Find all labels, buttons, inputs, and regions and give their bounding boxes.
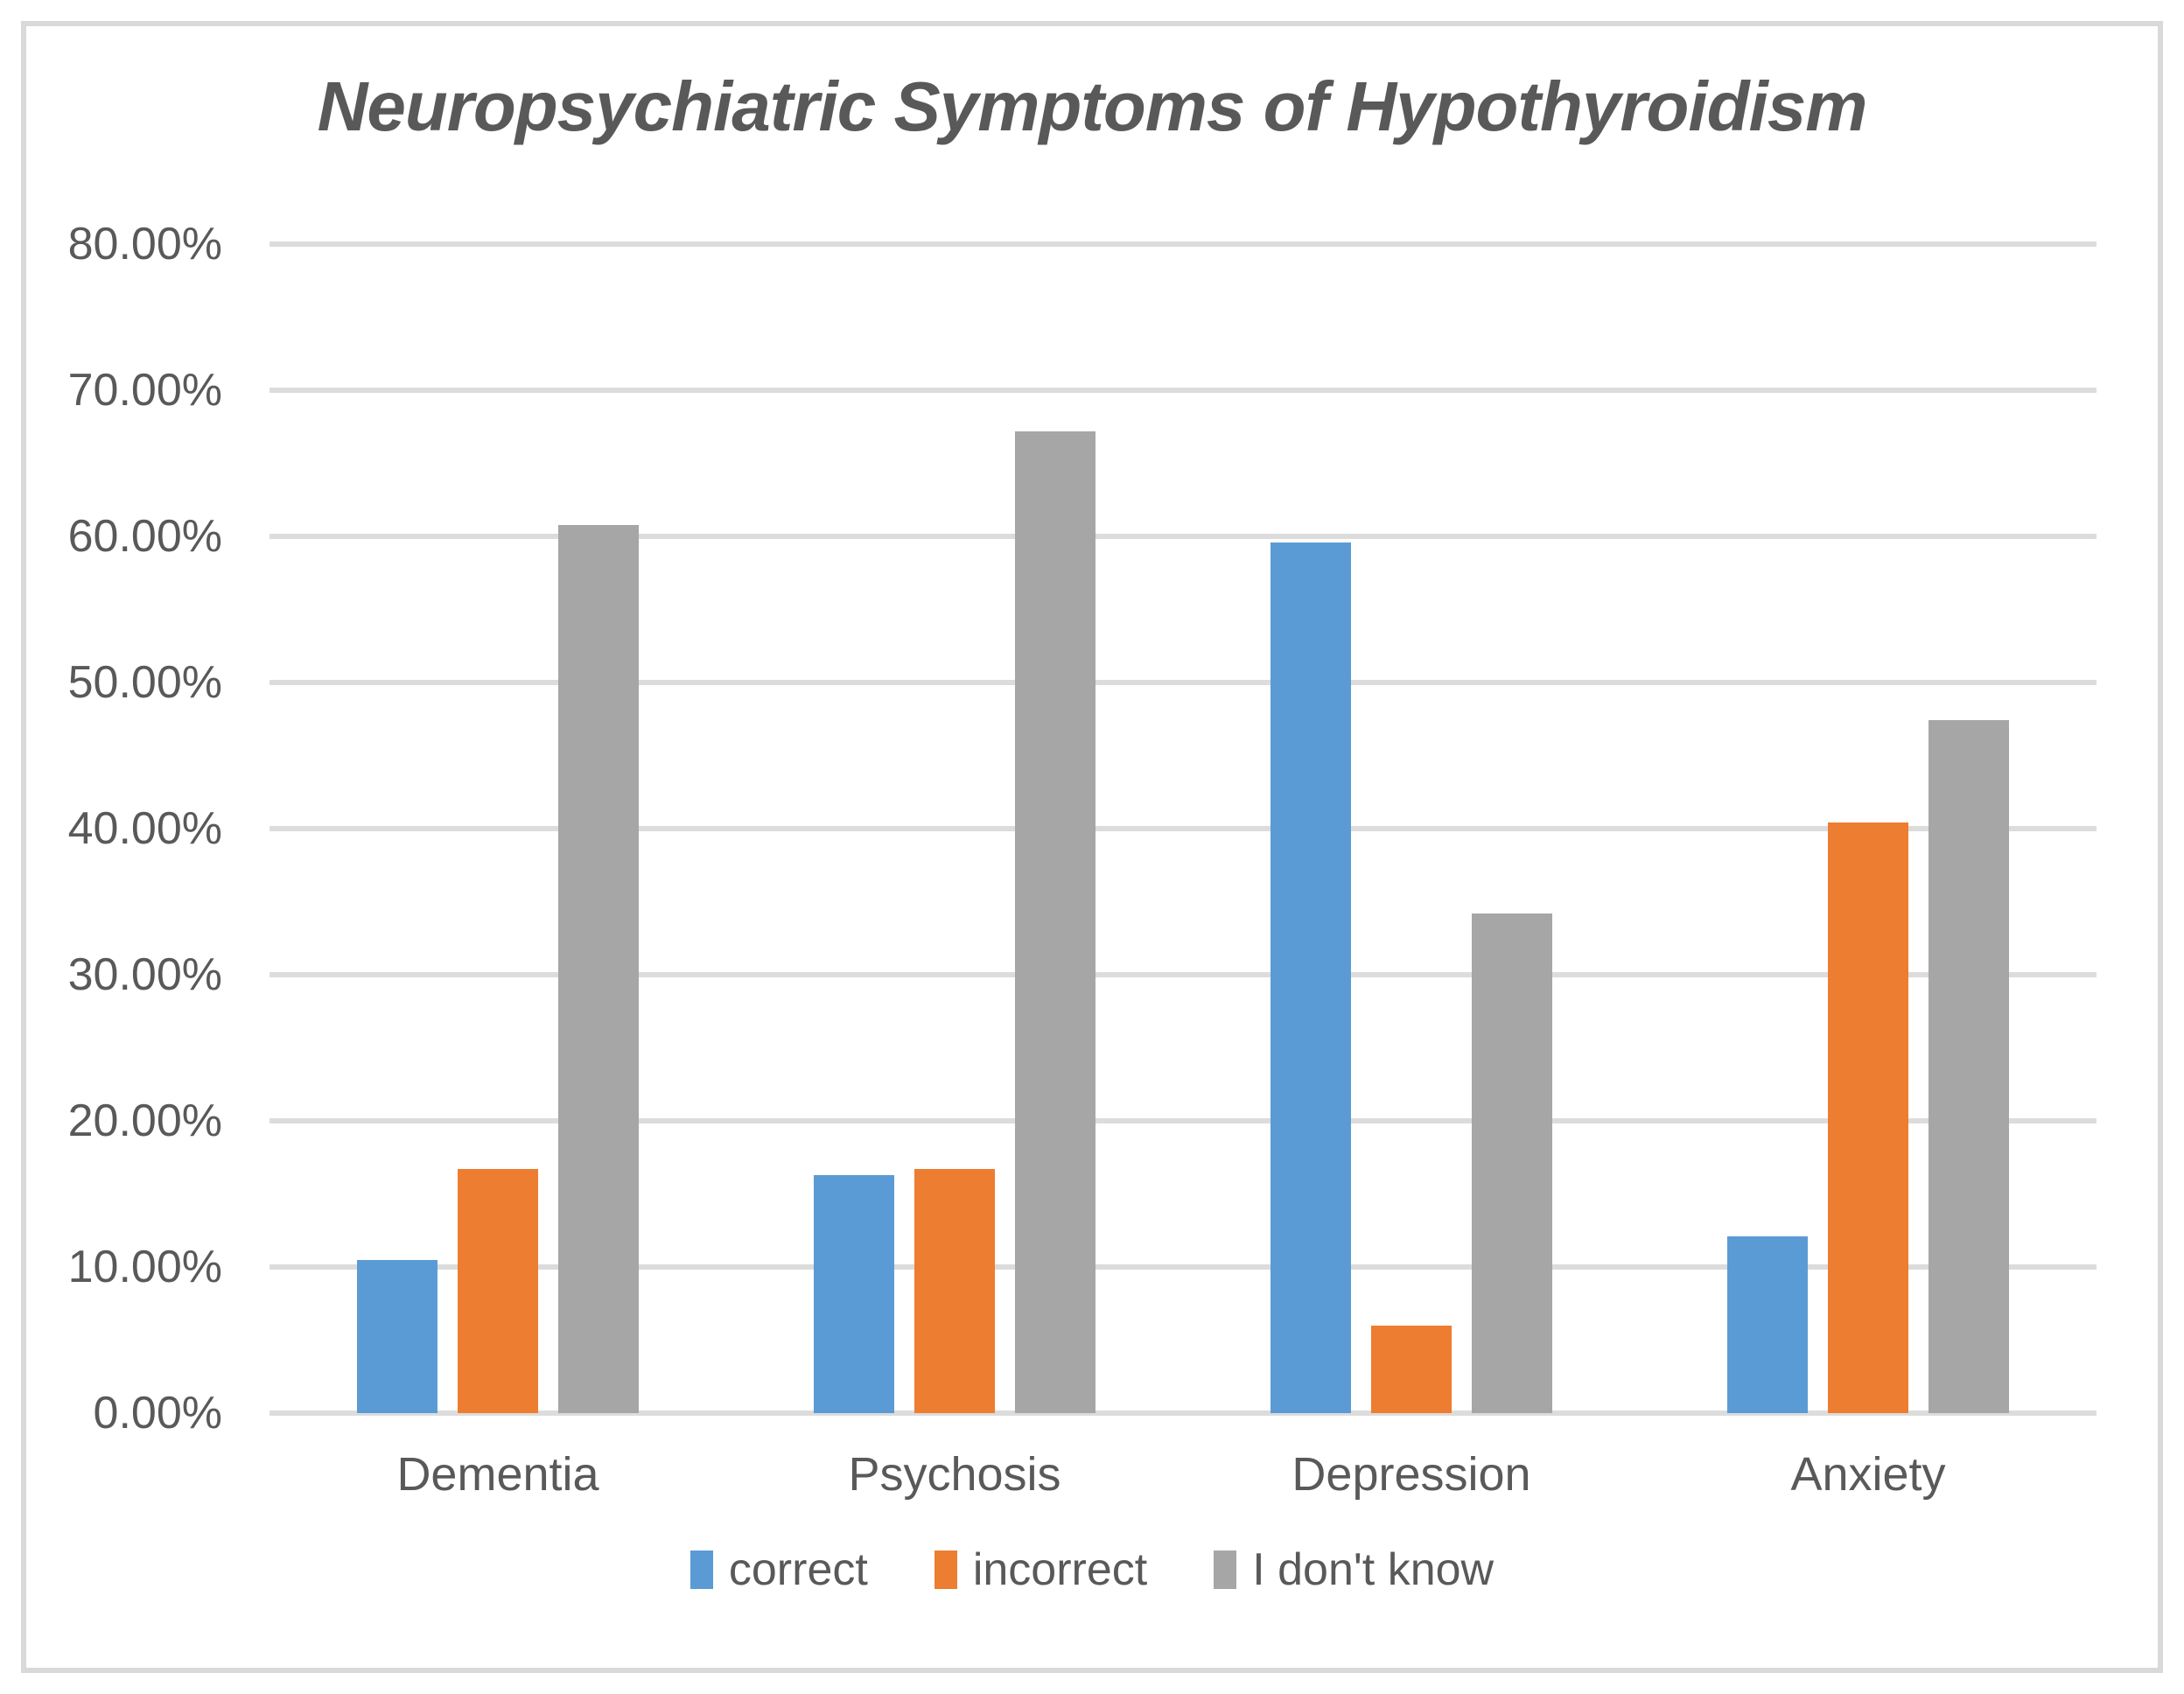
x-axis-category-label-dementia: Dementia — [396, 1448, 599, 1501]
y-axis-tick-label: 80.00% — [67, 219, 222, 270]
bar-i-don-t-know-psychosis — [1015, 431, 1096, 1413]
bar-incorrect-depression — [1371, 1326, 1452, 1413]
y-axis-tick-label: 40.00% — [67, 803, 222, 854]
chart-title: Neuropsychiatric Symptoms of Hypothyroid… — [317, 67, 1868, 145]
gridline-70.00% — [270, 388, 2096, 393]
x-axis-category-label-depression: Depression — [1292, 1448, 1531, 1501]
bar-i-don-t-know-anxiety — [1928, 720, 2009, 1413]
bar-incorrect-psychosis — [914, 1169, 995, 1413]
legend-label-i-don-t-know: I don't know — [1252, 1544, 1494, 1595]
bar-correct-dementia — [357, 1260, 438, 1413]
gridline-80.00% — [270, 242, 2096, 247]
y-axis-tick-label: 70.00% — [67, 365, 222, 416]
bar-i-don-t-know-dementia — [558, 525, 639, 1413]
x-axis-category-label-psychosis: Psychosis — [848, 1448, 1061, 1501]
y-axis-tick-label: 0.00% — [93, 1388, 222, 1438]
bar-correct-depression — [1270, 542, 1351, 1413]
y-axis-tick-label: 50.00% — [67, 657, 222, 708]
legend-label-correct: correct — [728, 1544, 868, 1595]
gridline-40.00% — [270, 826, 2096, 831]
legend-item-i-don-t-know: I don't know — [1214, 1544, 1494, 1596]
x-axis-category-label-anxiety: Anxiety — [1790, 1448, 1946, 1501]
gridline-0.00% — [270, 1410, 2096, 1416]
bar-correct-anxiety — [1727, 1236, 1808, 1413]
bar-incorrect-anxiety — [1828, 822, 1908, 1413]
y-axis-tick-label: 30.00% — [67, 949, 222, 1000]
legend-swatch-incorrect-icon — [934, 1550, 957, 1589]
gridline-50.00% — [270, 680, 2096, 685]
bar-i-don-t-know-depression — [1472, 914, 1552, 1413]
gridline-20.00% — [270, 1118, 2096, 1124]
bar-correct-psychosis — [814, 1175, 894, 1413]
legend-swatch-i-don-t-know-icon — [1214, 1550, 1237, 1589]
legend: correct incorrect I don't know — [26, 1544, 2158, 1596]
legend-item-correct: correct — [690, 1544, 868, 1596]
y-axis-tick-label: 60.00% — [67, 511, 222, 562]
y-axis-tick-label: 10.00% — [67, 1242, 222, 1292]
legend-swatch-correct-icon — [690, 1550, 713, 1589]
gridline-10.00% — [270, 1264, 2096, 1270]
legend-item-incorrect: incorrect — [934, 1544, 1147, 1596]
chart-frame: Neuropsychiatric Symptoms of Hypothyroid… — [21, 21, 2163, 1673]
y-axis-tick-label: 20.00% — [67, 1096, 222, 1146]
gridline-30.00% — [270, 972, 2096, 977]
chart-layer: 0.00% 10.00% 20.00% 30.00% 40.00% 50.00% 60.00… — [26, 26, 2158, 1668]
gridline-60.00% — [270, 534, 2096, 539]
legend-label-incorrect: incorrect — [972, 1544, 1148, 1595]
bar-incorrect-dementia — [458, 1169, 538, 1413]
